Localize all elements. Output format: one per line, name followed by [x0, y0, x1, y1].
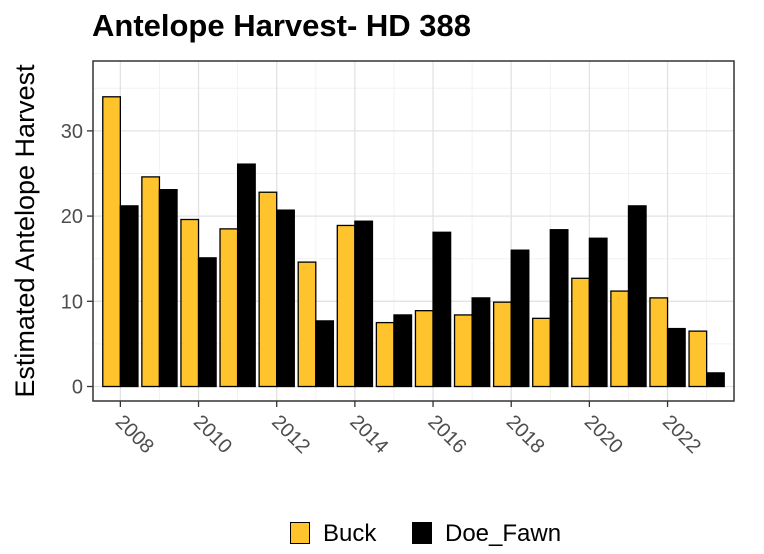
panel-border — [92, 60, 735, 402]
bar-doe-fawn-2021 — [627, 205, 647, 388]
bar-buck-2022 — [649, 297, 669, 388]
bar-doe-fawn-2008 — [119, 205, 139, 388]
x-tick-label: 2008 — [111, 411, 158, 458]
bar-doe-fawn-2009 — [158, 189, 178, 388]
bar-buck-2010 — [180, 218, 200, 388]
legend: Buck Doe_Fawn — [0, 518, 764, 554]
bar-buck-2011 — [219, 228, 239, 388]
bar-doe-fawn-2020 — [588, 237, 608, 388]
bar-buck-2015 — [375, 321, 395, 388]
bars — [102, 96, 725, 388]
y-axis-label: Estimated Antelope Harvest — [10, 64, 40, 398]
bar-buck-2008 — [102, 96, 122, 388]
x-tick-label: 2016 — [424, 411, 471, 458]
legend-label-buck: Buck — [323, 520, 377, 547]
bar-buck-2018 — [492, 301, 512, 388]
bar-buck-2014 — [336, 224, 356, 388]
bar-doe-fawn-2018 — [510, 249, 530, 388]
y-tick-label: 30 — [61, 121, 83, 143]
bar-buck-2009 — [141, 176, 161, 388]
bar-buck-2016 — [414, 310, 434, 388]
chart-title: Antelope Harvest- HD 388 — [92, 8, 472, 43]
bar-doe-fawn-2016 — [432, 231, 452, 388]
bar-doe-fawn-2015 — [393, 314, 413, 388]
x-tick-label: 2014 — [345, 411, 392, 458]
x-tick-label: 2020 — [580, 411, 627, 458]
bar-buck-2017 — [453, 314, 473, 388]
bar-doe-fawn-2010 — [197, 257, 217, 388]
bar-buck-2021 — [610, 290, 630, 388]
legend-swatch-buck — [290, 522, 310, 544]
bar-doe-fawn-2012 — [276, 209, 295, 388]
bar-buck-2013 — [297, 261, 317, 388]
bar-doe-fawn-2019 — [549, 229, 569, 388]
bar-buck-2023 — [688, 330, 708, 388]
bar-doe-fawn-2011 — [236, 163, 256, 388]
x-tick-label: 2018 — [502, 411, 549, 458]
bar-doe-fawn-2014 — [354, 220, 374, 388]
bar-buck-2019 — [532, 317, 551, 388]
x-tick-label: 2010 — [189, 411, 236, 458]
bar-doe-fawn-2017 — [471, 297, 491, 388]
y-tick-label: 10 — [61, 291, 83, 313]
bar-buck-2020 — [571, 277, 591, 388]
bar-doe-fawn-2023 — [705, 372, 725, 388]
y-tick-label: 0 — [72, 377, 83, 399]
x-tick-label: 2022 — [658, 411, 705, 458]
bar-buck-2012 — [258, 191, 278, 388]
legend-label-doe-fawn: Doe_Fawn — [445, 520, 562, 547]
y-tick-label: 20 — [61, 206, 83, 228]
bar-doe-fawn-2022 — [666, 327, 686, 388]
legend-swatch-doe-fawn — [412, 522, 432, 544]
bar-doe-fawn-2013 — [315, 320, 335, 388]
x-tick-label: 2012 — [267, 411, 314, 458]
